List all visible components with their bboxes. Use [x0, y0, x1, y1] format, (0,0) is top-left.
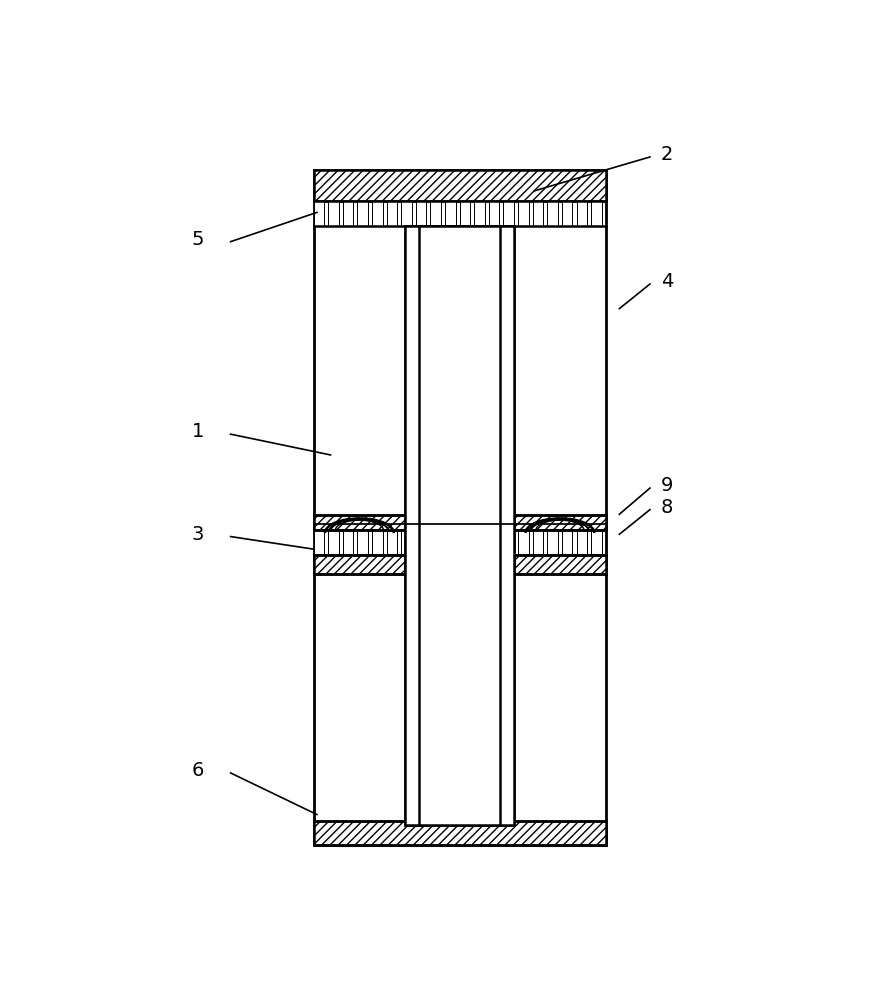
Bar [328, 201, 339, 226]
Bar [328, 530, 339, 555]
Bar [503, 530, 514, 555]
Bar [518, 530, 529, 555]
Bar [416, 201, 426, 226]
Bar [314, 821, 606, 845]
Bar [474, 530, 485, 555]
Bar [562, 530, 573, 555]
Bar [460, 201, 470, 226]
Bar [372, 201, 382, 226]
Bar [314, 530, 324, 555]
Bar [518, 201, 529, 226]
Text: 1: 1 [192, 422, 204, 441]
Bar [387, 201, 397, 226]
Bar [474, 201, 485, 226]
Bar [314, 515, 606, 530]
Bar [405, 226, 514, 825]
Text: 9: 9 [660, 476, 674, 495]
Bar [401, 530, 411, 555]
Bar [343, 530, 353, 555]
Bar [591, 201, 602, 226]
Bar [431, 201, 441, 226]
Bar [416, 530, 426, 555]
Bar [431, 530, 441, 555]
Text: 4: 4 [660, 272, 674, 291]
Bar [357, 201, 367, 226]
Bar [387, 530, 397, 555]
Bar [314, 170, 606, 845]
Bar [357, 530, 367, 555]
Bar [488, 201, 499, 226]
Bar [343, 201, 353, 226]
Text: 3: 3 [192, 525, 204, 544]
Bar [488, 530, 499, 555]
Bar [503, 201, 514, 226]
Bar [445, 530, 455, 555]
Bar [532, 530, 543, 555]
Bar [576, 201, 587, 226]
Text: 6: 6 [192, 761, 204, 780]
Bar [445, 201, 455, 226]
Bar [401, 201, 411, 226]
Bar [314, 201, 324, 226]
Bar [372, 530, 382, 555]
Bar [314, 170, 606, 201]
Bar [562, 201, 573, 226]
Bar [576, 530, 587, 555]
Bar [532, 201, 543, 226]
Text: 8: 8 [660, 498, 674, 517]
Bar [547, 201, 558, 226]
Bar [314, 555, 606, 574]
Bar [405, 226, 514, 825]
Text: 5: 5 [192, 230, 204, 249]
Text: 2: 2 [660, 145, 674, 164]
Bar [547, 530, 558, 555]
Bar [460, 530, 470, 555]
Bar [591, 530, 602, 555]
